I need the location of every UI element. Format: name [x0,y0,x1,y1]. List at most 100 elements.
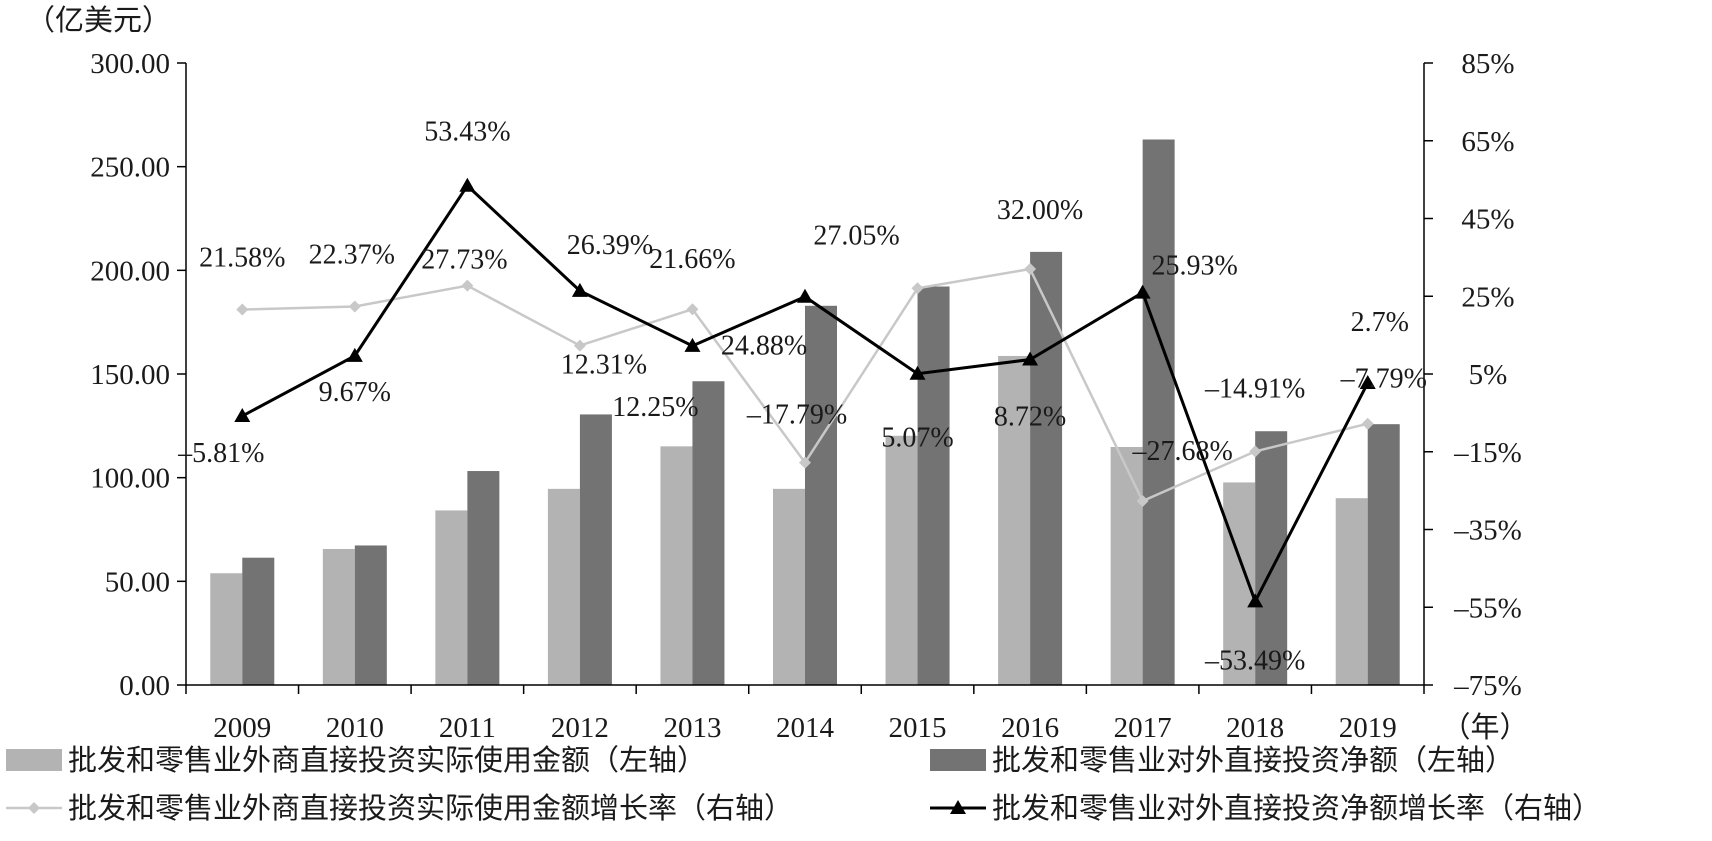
bar-s1-2012 [579,414,612,685]
data-label-s3-2011: 53.43% [424,117,510,148]
bar-s0-2014 [773,488,805,685]
x-tick-label: 2018 [1226,712,1284,744]
x-tick-label: 2014 [776,712,835,744]
bar-s1-2013 [692,381,725,685]
data-label-s2-2014: –17.79% [746,400,847,431]
bar-s0-2012 [547,488,580,685]
x-tick-label: 2019 [1339,712,1397,744]
bar-s0-2011 [435,510,468,685]
data-label-s3-2015: 5.07% [881,423,953,454]
right-tick-label: 25% [1461,281,1514,313]
x-tick-label: 2012 [551,712,609,744]
marker-s3-2017 [1134,284,1151,299]
legend-swatch-s0 [6,749,62,771]
marker-s2-2014 [799,456,811,469]
data-label-s2-2011: 27.73% [421,245,507,276]
bar-s1-2011 [467,471,500,685]
marker-s2-2019 [1361,417,1374,430]
left-tick-label: 50.00 [105,566,170,598]
data-label-s2-2019: –7.79% [1340,364,1427,395]
bar-s0-2016 [998,355,1031,685]
right-tick-label: 45% [1461,204,1514,236]
bar-s0-2013 [660,446,693,685]
bar-s0-2010 [322,548,355,685]
data-label-s2-2018: –14.91% [1204,373,1305,404]
right-tick-label: 5% [1469,359,1508,391]
data-label-s3-2017: 25.93% [1151,251,1237,282]
x-tick-label: 2016 [1001,712,1059,744]
bar-s1-2015 [917,286,950,685]
marker-s2-2017 [1136,495,1149,508]
left-tick-label: 150.00 [90,359,170,391]
marker-s3-2010 [346,347,363,362]
marker-s3-2011 [459,177,476,192]
marker-s2-2012 [573,339,586,352]
legend: 批发和零售业外商直接投资实际使用金额（左轴） 批发和零售业对外直接投资净额（左轴）… [6,744,1601,825]
right-tick-label: 65% [1461,126,1514,158]
data-label-s3-2018: –53.49% [1204,645,1305,676]
data-label-s2-2009: 21.58% [199,243,285,274]
marker-s3-2019 [1359,374,1376,389]
marker-s2-2018 [1249,445,1262,458]
marker-s2-2011 [461,279,474,292]
bar-s0-2009 [210,573,243,685]
marker-s2-2015 [911,282,924,295]
bar-s0-2015 [885,435,918,685]
right-tick-label: –75% [1453,670,1522,702]
right-tick-label: –55% [1453,592,1522,624]
data-label-s3-2019: 2.7% [1351,307,1409,338]
bar-s1-2019 [1367,424,1400,685]
marker-s3-2015 [909,365,926,380]
legend-label-s1: 批发和零售业对外直接投资净额（左轴） [992,744,1514,777]
legend-marker-s2 [28,802,40,814]
marker-s3-2009 [234,408,251,423]
x-tick-label: 2013 [663,712,721,744]
marker-s2-2009 [236,303,249,316]
legend-marker-s3 [950,800,966,814]
data-label-s2-2013: 21.66% [649,244,735,275]
legend-label-s0: 批发和零售业外商直接投资实际使用金额（左轴） [68,744,706,777]
lines-layer [234,177,1376,608]
data-label-s3-2014: 24.88% [721,331,807,362]
data-label-s3-2013: 12.25% [612,392,698,423]
bars-layer [210,139,1400,686]
data-label-s2-2015: 27.05% [813,220,899,251]
marker-s2-2016 [1024,263,1037,276]
bar-s1-2017 [1142,139,1175,686]
data-label-s3-2009: –5.81% [177,438,264,469]
legend-label-s2: 批发和零售业外商直接投资实际使用金额增长率（右轴） [68,792,793,825]
data-label-s3-2010: 9.67% [319,377,391,408]
data-labels-layer: 21.58% 22.37% 27.73% 12.31% 21.66% –17.79% 27.… [177,117,1427,677]
legend-swatch-s1 [930,749,986,771]
right-tick-label: 85% [1461,48,1514,80]
bar-s0-2019 [1335,498,1368,685]
bar-s1-2009 [242,557,275,685]
right-tick-label: –35% [1453,515,1522,547]
x-axis-unit: （年） [1441,711,1528,744]
bar-s0-2017 [1110,446,1143,685]
marker-s3-2012 [571,282,588,297]
marker-s2-2010 [348,300,361,313]
right-tick-label: –15% [1453,437,1522,469]
bar-s1-2010 [354,545,387,685]
data-label-s2-2012: 12.31% [561,350,647,381]
marker-s2-2013 [686,303,699,316]
left-axis-unit: （亿美元） [26,4,171,37]
left-tick-label: 250.00 [90,152,170,184]
data-label-s2-2017: –27.68% [1131,436,1232,467]
x-tick-label: 2011 [439,712,496,744]
left-tick-label: 0.00 [119,670,170,702]
x-tick-label: 2010 [326,712,384,744]
marker-s3-2018 [1247,593,1264,608]
axes-layer: 0.00 50.00 100.00 150.00 200.00 250.00 300.00 8… [26,4,1529,744]
left-tick-label: 100.00 [90,463,170,495]
data-label-s3-2012: 26.39% [567,230,653,261]
marker-s3-2013 [684,337,701,352]
bar-s1-2016 [1030,251,1063,685]
left-tick-label: 200.00 [90,255,170,287]
data-label-s2-2010: 22.37% [309,239,395,270]
x-tick-label: 2015 [889,712,947,744]
x-tick-label: 2009 [213,712,271,744]
data-label-s3-2016: 8.72% [994,402,1066,433]
